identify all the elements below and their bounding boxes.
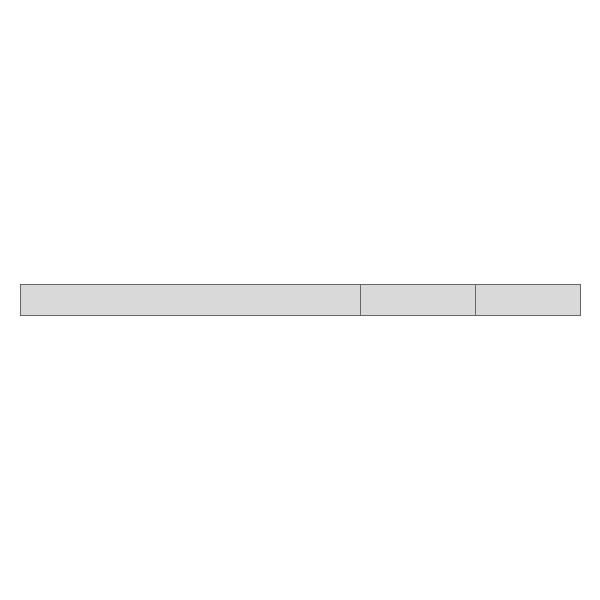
header-pitch [361, 285, 476, 316]
header-usage [476, 285, 581, 316]
tooth-form-table [20, 284, 581, 316]
tooth-form-table-wrap [20, 284, 580, 316]
table-header-row [21, 285, 581, 316]
header-tooth-form [21, 285, 361, 316]
